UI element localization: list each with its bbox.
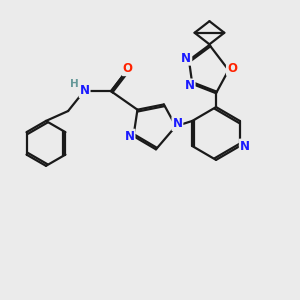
Text: N: N xyxy=(181,52,191,65)
Text: N: N xyxy=(172,117,182,130)
Text: O: O xyxy=(123,62,133,75)
Text: N: N xyxy=(184,80,195,92)
Text: N: N xyxy=(124,130,134,142)
Text: H: H xyxy=(70,79,79,89)
Text: N: N xyxy=(80,84,90,97)
Text: N: N xyxy=(240,140,250,152)
Text: O: O xyxy=(227,62,237,75)
